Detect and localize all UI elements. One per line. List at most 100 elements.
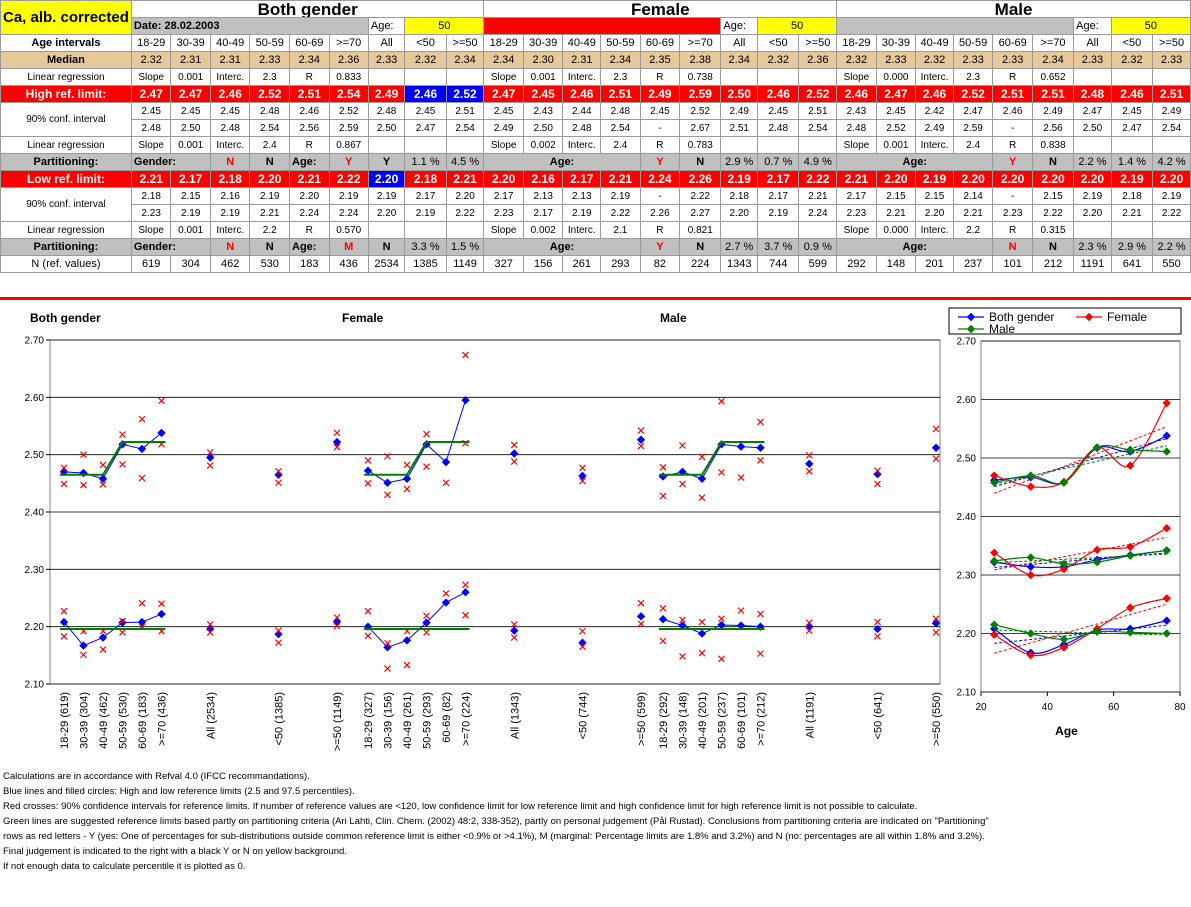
value-cell: 2.38 xyxy=(679,51,722,69)
ci-value: 2.21 xyxy=(1110,204,1154,222)
ci-value: 2.17 xyxy=(522,204,564,222)
table-cell xyxy=(404,136,447,154)
age-interval-header: All xyxy=(367,34,406,52)
ci-cross xyxy=(119,431,126,439)
partition-judgement: N xyxy=(367,238,406,256)
value-cell: 2.34 xyxy=(1031,51,1075,69)
main-y-tick-label: 2.70 xyxy=(25,336,45,347)
value-cell: 2.17 xyxy=(757,170,800,188)
value-cell: 2.36 xyxy=(328,51,369,69)
value-cell: 2.46 xyxy=(915,85,954,103)
table-cell xyxy=(1152,136,1191,154)
value-cell: 2.46 xyxy=(1110,85,1154,103)
ci-cross xyxy=(659,492,667,500)
value-cell: 2.52 xyxy=(445,85,485,103)
ci-value: 2.20 xyxy=(1073,204,1112,222)
partition-judgement: N xyxy=(1031,153,1075,171)
ci-value: 2.19 xyxy=(600,187,641,205)
ci-cross xyxy=(364,632,372,640)
value-cell: 2.45 xyxy=(522,85,564,103)
age-series-point xyxy=(1059,564,1069,574)
ci-cross xyxy=(659,463,667,471)
value-cell: 2.21 xyxy=(836,170,877,188)
reference-limit-line xyxy=(367,591,466,648)
x-group-label: 30-39 (148) xyxy=(678,692,690,749)
reference-limit-point xyxy=(931,619,941,628)
reg-value: 0.738 xyxy=(679,68,722,86)
ci-value: 2.19 xyxy=(209,204,251,222)
ci-value: 2.51 xyxy=(798,102,838,120)
ci-cross xyxy=(874,632,881,640)
ci-value: 2.21 xyxy=(875,204,917,222)
reg-value: 0.001 xyxy=(170,68,211,86)
ci-value: 2.50 xyxy=(1073,119,1112,137)
row-label: N (ref. values) xyxy=(0,255,132,273)
age-interval-header: 50-59 xyxy=(600,34,641,52)
value-cell: 2.46 xyxy=(209,85,251,103)
value-cell: 2.46 xyxy=(404,85,447,103)
x-group-label: 18-29 (327) xyxy=(363,692,375,749)
age-y-tick-label: 2.60 xyxy=(957,395,977,406)
x-group-label: All (2534) xyxy=(205,692,217,739)
ci-value: 2.50 xyxy=(522,119,564,137)
value-cell: 2.34 xyxy=(445,51,485,69)
reg-value: 2.2 xyxy=(952,221,994,239)
partition-criterion: Y xyxy=(639,153,681,171)
age-trend-line xyxy=(994,445,1167,485)
ci-cross xyxy=(718,397,725,405)
reg-word: R xyxy=(992,221,1033,239)
partition-word: Age: xyxy=(289,238,330,256)
ci-cross xyxy=(158,600,165,608)
age-interval-header: >=50 xyxy=(445,34,485,52)
ci-cross xyxy=(60,480,68,488)
value-cell: 2.20 xyxy=(249,170,291,188)
reg-value: 2.1 xyxy=(600,221,641,239)
ci-value: 2.45 xyxy=(170,102,211,120)
ci-cross xyxy=(384,452,391,460)
partition-criterion: Y xyxy=(639,238,681,256)
ci-value: 2.54 xyxy=(445,119,485,137)
ci-value: 2.22 xyxy=(679,187,722,205)
main-y-tick-label: 2.40 xyxy=(25,508,45,519)
ci-cross xyxy=(737,607,745,615)
age-series-point xyxy=(1026,650,1035,660)
ci-value: 2.43 xyxy=(522,102,564,120)
value-cell: 2.51 xyxy=(1152,85,1191,103)
ci-value: 2.20 xyxy=(915,204,954,222)
note-line: If not enough data to calculate percenti… xyxy=(3,861,246,872)
table-cell xyxy=(367,221,406,239)
ci-cross xyxy=(757,610,764,618)
reg-value: 0.002 xyxy=(522,136,564,154)
reg-word: Interc. xyxy=(562,221,602,239)
x-group-label: >=50 (599) xyxy=(636,692,648,746)
high-ci-regression-row: Linear regression Slope 0.001 Interc. 2.4 R 0.… xyxy=(0,136,1191,154)
partition-word: Gender: xyxy=(130,238,211,256)
date-age-row: Date: 28.02.2003 Age: 50 Age: 50 Age: 50 xyxy=(1,17,1191,35)
table-cell xyxy=(798,68,838,86)
value-cell: 2.21 xyxy=(445,170,485,188)
value-cell: 2.47 xyxy=(875,85,917,103)
table-cell xyxy=(720,136,759,154)
partition-word: Age: xyxy=(483,153,641,171)
value-cell: 327 xyxy=(483,255,524,273)
age-series-point xyxy=(1092,557,1102,567)
reg-word: Slope xyxy=(483,136,524,154)
legend-label: Male xyxy=(989,322,1015,336)
row-label: Median xyxy=(0,51,132,69)
age-interval-header: >=70 xyxy=(328,34,369,52)
value-cell: 1149 xyxy=(445,255,485,273)
row-label: Partitioning: xyxy=(0,153,132,171)
reg-word: R xyxy=(639,68,681,86)
value-cell: 2.22 xyxy=(328,170,369,188)
value-cell: 237 xyxy=(952,255,994,273)
table-cell xyxy=(1110,136,1154,154)
ci-value: 2.21 xyxy=(249,204,291,222)
ci-cross xyxy=(579,643,586,651)
partition-word: Age: xyxy=(289,153,330,171)
value-cell: 530 xyxy=(249,255,291,273)
age-series-point xyxy=(1162,594,1171,603)
ci-value: 2.17 xyxy=(483,187,524,205)
ci-value: 2.22 xyxy=(600,204,641,222)
x-group-label: <50 (1385) xyxy=(274,692,286,746)
legend-label: Female xyxy=(1107,310,1147,324)
